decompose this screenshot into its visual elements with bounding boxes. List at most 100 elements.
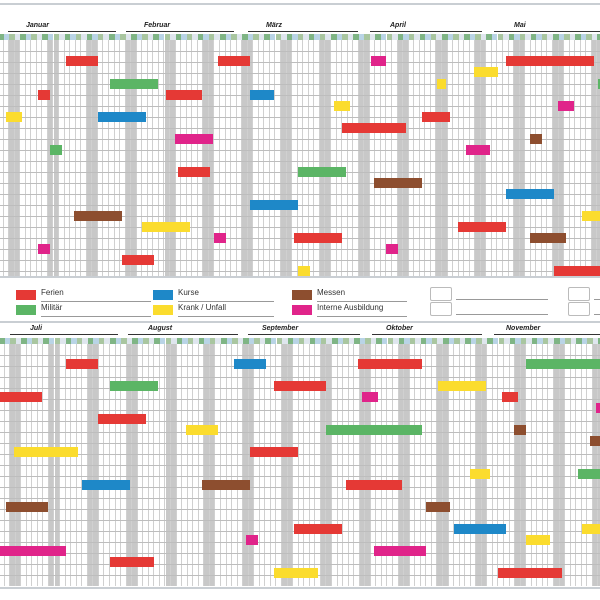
absence-block[interactable] xyxy=(326,425,422,435)
date-cell xyxy=(182,338,188,344)
absence-block[interactable] xyxy=(386,244,398,254)
absence-block[interactable] xyxy=(438,381,486,391)
date-cell xyxy=(287,338,294,344)
month-label-mai: Mai xyxy=(514,22,526,29)
absence-block[interactable] xyxy=(342,123,406,133)
absence-block[interactable] xyxy=(38,90,50,100)
absence-block[interactable] xyxy=(470,469,490,479)
absence-block[interactable] xyxy=(122,255,154,265)
absence-block[interactable] xyxy=(502,392,518,402)
absence-block[interactable] xyxy=(578,469,600,479)
absence-block[interactable] xyxy=(466,145,490,155)
absence-block[interactable] xyxy=(358,359,422,369)
absence-block[interactable] xyxy=(437,79,446,89)
date-cell xyxy=(0,338,5,344)
month-divider xyxy=(494,334,600,335)
day-column xyxy=(31,40,37,276)
absence-block[interactable] xyxy=(6,112,22,122)
absence-block[interactable] xyxy=(110,79,158,89)
legend-underline xyxy=(317,301,407,302)
absence-block[interactable] xyxy=(298,266,310,276)
absence-block[interactable] xyxy=(14,447,78,457)
absence-block[interactable] xyxy=(582,524,600,534)
absence-block[interactable] xyxy=(590,436,600,446)
absence-block[interactable] xyxy=(38,244,50,254)
absence-block[interactable] xyxy=(110,557,154,567)
month-label-september: September xyxy=(262,325,299,332)
absence-block[interactable] xyxy=(374,546,426,556)
row-line xyxy=(0,509,600,510)
date-cell xyxy=(531,338,538,344)
absence-block[interactable] xyxy=(98,414,146,424)
day-column xyxy=(331,40,337,276)
absence-block[interactable] xyxy=(274,568,318,578)
absence-block[interactable] xyxy=(498,568,562,578)
absence-block[interactable] xyxy=(526,535,550,545)
absence-block[interactable] xyxy=(362,392,378,402)
absence-block[interactable] xyxy=(250,447,298,457)
absence-block[interactable] xyxy=(142,222,190,232)
absence-block[interactable] xyxy=(175,134,213,144)
absence-block[interactable] xyxy=(0,392,42,402)
date-cell xyxy=(165,338,172,344)
absence-block[interactable] xyxy=(82,480,130,490)
absence-block[interactable] xyxy=(250,200,298,210)
day-column xyxy=(386,40,393,276)
absence-block[interactable] xyxy=(66,359,98,369)
absence-block[interactable] xyxy=(218,56,250,66)
absence-block[interactable] xyxy=(454,524,506,534)
day-column xyxy=(497,40,504,276)
absence-block[interactable] xyxy=(422,112,450,122)
absence-block[interactable] xyxy=(214,233,226,243)
day-column xyxy=(225,40,232,276)
absence-block[interactable] xyxy=(166,90,202,100)
day-column xyxy=(575,40,581,276)
absence-block[interactable] xyxy=(74,211,122,221)
absence-block[interactable] xyxy=(250,90,274,100)
absence-block[interactable] xyxy=(530,134,542,144)
absence-block[interactable] xyxy=(458,222,506,232)
absence-block[interactable] xyxy=(371,56,386,66)
absence-block[interactable] xyxy=(334,101,350,111)
day-column xyxy=(514,40,520,276)
absence-block[interactable] xyxy=(514,425,526,435)
absence-block[interactable] xyxy=(234,359,266,369)
absence-block[interactable] xyxy=(526,359,600,369)
absence-block[interactable] xyxy=(6,502,48,512)
absence-block[interactable] xyxy=(50,145,62,155)
absence-block[interactable] xyxy=(246,535,258,545)
date-cell xyxy=(175,34,182,40)
absence-block[interactable] xyxy=(0,546,66,556)
absence-block[interactable] xyxy=(426,502,450,512)
absence-block[interactable] xyxy=(294,233,342,243)
date-cell xyxy=(42,34,48,40)
absence-block[interactable] xyxy=(98,112,146,122)
absence-block[interactable] xyxy=(474,67,498,77)
date-cell xyxy=(115,338,122,344)
date-cell xyxy=(337,338,344,344)
day-column xyxy=(214,40,220,276)
absence-block[interactable] xyxy=(110,381,158,391)
absence-block[interactable] xyxy=(596,403,600,413)
absence-block[interactable] xyxy=(274,381,326,391)
absence-block[interactable] xyxy=(598,79,600,89)
absence-block[interactable] xyxy=(202,480,250,490)
date-cell xyxy=(60,338,66,344)
date-cell xyxy=(98,338,105,344)
absence-block[interactable] xyxy=(530,233,566,243)
absence-block[interactable] xyxy=(298,167,346,177)
day-column xyxy=(347,40,354,276)
absence-block[interactable] xyxy=(346,480,402,490)
absence-block[interactable] xyxy=(294,524,342,534)
absence-block[interactable] xyxy=(506,189,554,199)
absence-block[interactable] xyxy=(66,56,98,66)
absence-block[interactable] xyxy=(374,178,422,188)
date-cell xyxy=(504,338,510,344)
absence-block[interactable] xyxy=(582,211,600,221)
absence-block[interactable] xyxy=(186,425,218,435)
absence-block[interactable] xyxy=(178,167,210,177)
absence-block[interactable] xyxy=(554,266,600,276)
absence-block[interactable] xyxy=(558,101,574,111)
absence-block[interactable] xyxy=(506,56,594,66)
legend-empty-swatch xyxy=(430,287,452,301)
